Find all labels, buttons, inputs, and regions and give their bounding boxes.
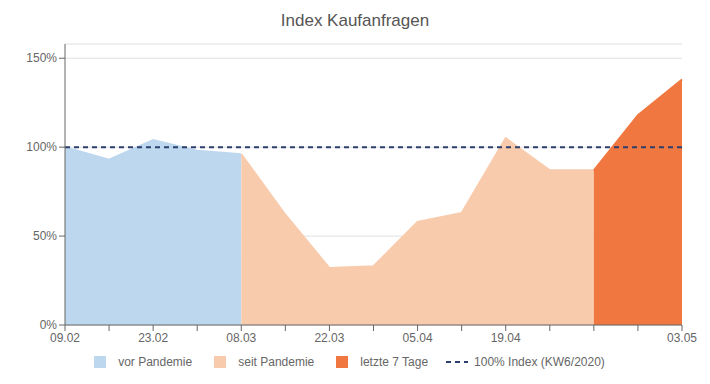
svg-text:08.03: 08.03 xyxy=(226,331,256,345)
svg-text:150%: 150% xyxy=(26,51,57,65)
svg-text:23.02: 23.02 xyxy=(138,331,168,345)
svg-text:19.04: 19.04 xyxy=(491,331,521,345)
svg-text:100%: 100% xyxy=(26,140,57,154)
svg-text:05.04: 05.04 xyxy=(403,331,433,345)
svg-text:50%: 50% xyxy=(33,229,57,243)
svg-text:03.05: 03.05 xyxy=(667,331,697,345)
html-text:seit Pandemie: seit Pandemie xyxy=(238,355,315,369)
svg-text:0%: 0% xyxy=(40,318,58,332)
html-text:100% Index (KW6/2020): 100% Index (KW6/2020) xyxy=(474,355,605,369)
html-text:letzte 7 Tage: letzte 7 Tage xyxy=(360,355,429,369)
svg-text:09.02: 09.02 xyxy=(50,331,80,345)
svg-text:22.03: 22.03 xyxy=(314,331,344,345)
html-text:Index Kaufanfragen: Index Kaufanfragen xyxy=(280,11,430,30)
html-text:vor Pandemie: vor Pandemie xyxy=(118,355,193,369)
